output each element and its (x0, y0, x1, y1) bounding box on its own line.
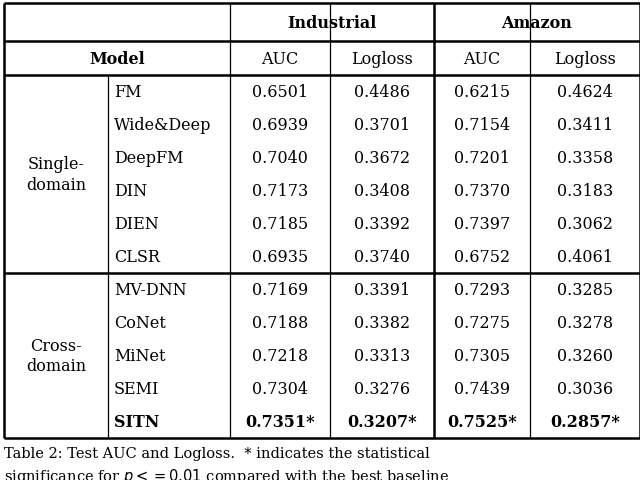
Text: Cross-
domain: Cross- domain (26, 337, 86, 375)
Text: 0.7304: 0.7304 (252, 380, 308, 397)
Text: 0.7370: 0.7370 (454, 182, 510, 200)
Text: 0.3391: 0.3391 (354, 281, 410, 299)
Text: CLSR: CLSR (114, 249, 160, 265)
Text: 0.7293: 0.7293 (454, 281, 510, 299)
Text: Model: Model (89, 50, 145, 67)
Text: 0.3701: 0.3701 (354, 117, 410, 134)
Text: 0.6215: 0.6215 (454, 84, 510, 101)
Text: 0.2857*: 0.2857* (550, 413, 620, 430)
Text: 0.7351*: 0.7351* (245, 413, 315, 430)
Text: DIEN: DIEN (114, 216, 159, 232)
Text: Logloss: Logloss (351, 50, 413, 67)
Text: 0.3285: 0.3285 (557, 281, 613, 299)
Text: FM: FM (114, 84, 141, 101)
Text: 0.7218: 0.7218 (252, 347, 308, 364)
Text: AUC: AUC (463, 50, 500, 67)
Text: SEMI: SEMI (114, 380, 159, 397)
Text: MV-DNN: MV-DNN (114, 281, 187, 299)
Text: Table 2: Test AUC and Logloss.  * indicates the statistical
significance for $p : Table 2: Test AUC and Logloss. * indicat… (4, 446, 449, 480)
Text: 0.3411: 0.3411 (557, 117, 613, 134)
Text: AUC: AUC (261, 50, 299, 67)
Text: 0.7173: 0.7173 (252, 182, 308, 200)
Text: 0.4486: 0.4486 (354, 84, 410, 101)
Text: Wide&Deep: Wide&Deep (114, 117, 211, 134)
Text: Amazon: Amazon (502, 14, 572, 31)
Text: 0.3062: 0.3062 (557, 216, 613, 232)
Text: 0.7201: 0.7201 (454, 150, 510, 167)
Text: Single-
domain: Single- domain (26, 156, 86, 193)
Text: 0.3740: 0.3740 (354, 249, 410, 265)
Text: 0.7275: 0.7275 (454, 314, 510, 331)
Text: SITN: SITN (114, 413, 159, 430)
Text: 0.7040: 0.7040 (252, 150, 308, 167)
Text: 0.7188: 0.7188 (252, 314, 308, 331)
Text: 0.3276: 0.3276 (354, 380, 410, 397)
Text: 0.3392: 0.3392 (354, 216, 410, 232)
Text: DIN: DIN (114, 182, 147, 200)
Text: 0.6752: 0.6752 (454, 249, 510, 265)
Text: DeepFM: DeepFM (114, 150, 184, 167)
Text: 0.3036: 0.3036 (557, 380, 613, 397)
Text: 0.7154: 0.7154 (454, 117, 510, 134)
Text: 0.3313: 0.3313 (354, 347, 410, 364)
Text: 0.7439: 0.7439 (454, 380, 510, 397)
Text: CoNet: CoNet (114, 314, 166, 331)
Text: 0.7305: 0.7305 (454, 347, 510, 364)
Text: 0.3358: 0.3358 (557, 150, 613, 167)
Text: 0.3382: 0.3382 (354, 314, 410, 331)
Text: 0.3207*: 0.3207* (347, 413, 417, 430)
Text: 0.7185: 0.7185 (252, 216, 308, 232)
Text: 0.6939: 0.6939 (252, 117, 308, 134)
Text: 0.7397: 0.7397 (454, 216, 510, 232)
Text: 0.4624: 0.4624 (557, 84, 613, 101)
Text: 0.4061: 0.4061 (557, 249, 613, 265)
Text: 0.3183: 0.3183 (557, 182, 613, 200)
Text: MiNet: MiNet (114, 347, 166, 364)
Text: 0.3408: 0.3408 (354, 182, 410, 200)
Text: 0.6935: 0.6935 (252, 249, 308, 265)
Text: Industrial: Industrial (287, 14, 376, 31)
Text: 0.3672: 0.3672 (354, 150, 410, 167)
Text: Logloss: Logloss (554, 50, 616, 67)
Text: 0.7169: 0.7169 (252, 281, 308, 299)
Text: 0.7525*: 0.7525* (447, 413, 517, 430)
Text: 0.3260: 0.3260 (557, 347, 613, 364)
Text: 0.6501: 0.6501 (252, 84, 308, 101)
Text: 0.3278: 0.3278 (557, 314, 613, 331)
